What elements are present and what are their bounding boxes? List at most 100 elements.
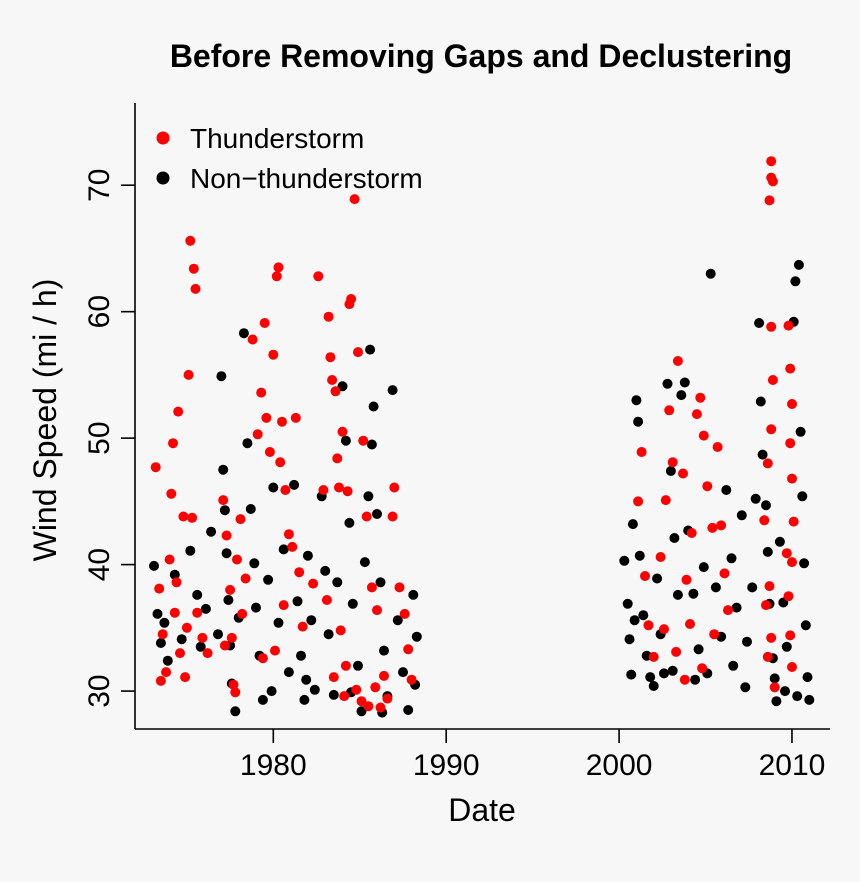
non-thunderstorm-point [633,416,644,427]
thunderstorm-point [257,653,268,664]
thunderstorm-point [678,468,688,479]
x-tick-label: 2010 [759,749,826,782]
thunderstorm-point [406,674,417,685]
thunderstorm-point [358,435,369,446]
non-thunderstorm-point [747,582,758,593]
thunderstorm-point [766,156,777,167]
thunderstorm-point [332,453,343,464]
thunderstorm-point [766,321,777,332]
thunderstorm-point [379,670,389,681]
non-thunderstorm-point [652,573,663,584]
non-thunderstorm-point [365,344,376,355]
non-thunderstorm-point [622,598,633,609]
non-thunderstorm-point [302,550,313,561]
non-thunderstorm-point [755,396,766,407]
non-thunderstorm-point [790,276,801,287]
legend-label-thunderstorm: Thunderstorm [190,123,364,154]
non-thunderstorm-point [216,371,227,382]
non-thunderstorm-point [162,655,173,666]
non-thunderstorm-point [289,479,300,490]
thunderstorm-point [259,318,270,328]
thunderstorm-point [342,486,353,497]
non-thunderstorm-point [726,553,737,564]
thunderstorm-point [767,176,778,187]
non-thunderstorm-point [359,557,370,568]
thunderstorm-point [334,482,344,493]
thunderstorm-point [681,574,692,585]
non-thunderstorm-point [278,544,289,555]
thunderstorm-point [659,624,669,635]
non-thunderstorm-point [363,491,374,502]
thunderstorm-point [278,600,289,611]
non-thunderstorm-point [273,617,284,628]
thunderstorm-point [181,622,192,633]
thunderstorm-point [394,582,405,593]
thunderstorm-point [761,600,771,611]
thunderstorm-point [361,511,372,522]
thunderstorm-point [783,320,794,331]
non-thunderstorm-point [804,694,815,705]
data-points [149,156,815,718]
non-thunderstorm-point [268,482,279,493]
thunderstorm-point [349,194,360,205]
non-thunderstorm-point [263,574,274,585]
thunderstorm-point [389,482,400,493]
thunderstorm-point [685,619,695,629]
non-thunderstorm-point [802,672,813,683]
thunderstorm-point [351,684,362,695]
non-thunderstorm-point [347,598,358,609]
non-thunderstorm-point [306,615,317,626]
legend-marker-non-thunderstorm [156,171,170,185]
thunderstorm-point [366,582,377,593]
thunderstorm-point [221,530,232,541]
thunderstorm-point [667,457,678,468]
non-thunderstorm-point [792,691,803,702]
thunderstorm-point [294,567,305,578]
thunderstorm-point [787,557,797,568]
thunderstorm-point [788,516,799,527]
non-thunderstorm-point [185,545,196,556]
non-thunderstorm-point [797,491,808,502]
x-tick-label: 1980 [240,749,307,782]
thunderstorm-point [695,392,706,403]
thunderstorm-point [277,416,287,427]
non-thunderstorm-point [219,505,230,516]
non-thunderstorm-point [659,668,669,679]
thunderstorm-point [197,632,208,643]
non-thunderstorm-point [631,395,642,406]
non-thunderstorm-point [688,588,699,599]
thunderstorm-point [363,701,374,712]
non-thunderstorm-point [387,385,398,396]
legend-label-non-thunderstorm: Non−thunderstorm [190,163,423,194]
non-thunderstorm-point [705,268,716,279]
thunderstorm-point [271,271,282,282]
non-thunderstorm-point [337,381,348,392]
non-thunderstorm-point [698,562,709,573]
thunderstorm-point [370,682,381,693]
non-thunderstorm-point [662,378,673,389]
non-thunderstorm-point [328,689,339,700]
non-thunderstorm-point [218,464,229,475]
thunderstorm-point [697,663,708,674]
non-thunderstorm-point [736,510,747,521]
non-thunderstorm-point [740,682,751,693]
non-thunderstorm-point [206,526,217,537]
non-thunderstorm-point [679,377,690,388]
non-thunderstorm-point [754,318,765,328]
non-thunderstorm-point [769,673,780,684]
thunderstorm-point [330,386,341,397]
thunderstorm-point [270,645,280,656]
non-thunderstorm-point [149,560,159,571]
thunderstorm-point [709,629,720,640]
thunderstorm-point [671,646,682,657]
thunderstorm-point [290,412,301,423]
thunderstorm-point [759,515,770,526]
non-thunderstorm-point [340,435,351,446]
non-thunderstorm-point [238,328,249,339]
y-tick-label: 40 [83,548,116,581]
thunderstorm-point [185,235,196,246]
non-thunderstorm-point [372,509,382,519]
non-thunderstorm-point [634,550,645,561]
non-thunderstorm-point [375,577,386,588]
thunderstorm-point [308,578,319,589]
